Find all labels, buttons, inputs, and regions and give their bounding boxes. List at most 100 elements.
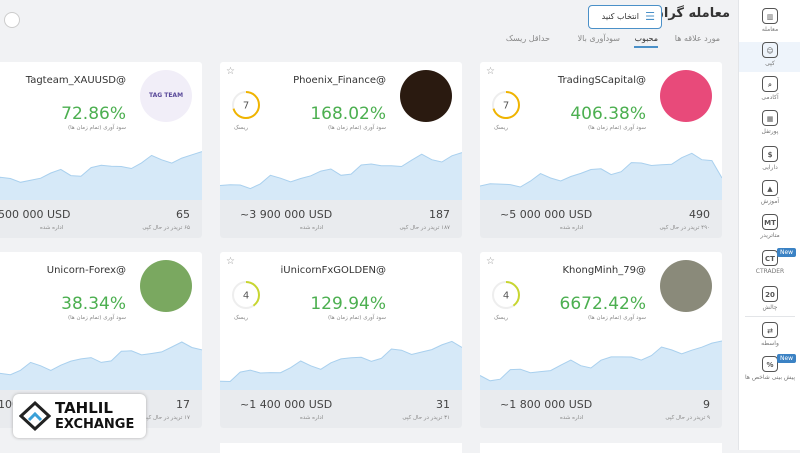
equity-line — [480, 340, 722, 382]
equity-area — [220, 152, 462, 200]
sidebar: ▥ معامله ☺ کپی ⌕ آکادمی ▦ پورتفل $ دارایی ▲ آموزش MT… — [738, 0, 800, 450]
sidebar-icon: MT — [762, 214, 778, 230]
sidebar-label: واسطه — [761, 340, 779, 347]
risk-ring — [232, 91, 260, 119]
return-value: 406.38% — [570, 104, 646, 124]
sidebar-item[interactable]: MT متاتریدر — [739, 214, 800, 239]
copiers-count: 9 — [703, 398, 710, 411]
risk-value: 4 — [503, 291, 509, 302]
sidebar-item[interactable]: ⌕ آکادمی — [739, 76, 800, 101]
return-label: سود آوری (تمام زمان ها) — [327, 315, 386, 321]
sidebar-label: چالش — [762, 304, 778, 311]
card-footer: 31 ۳۱ تریدر در حال کپی ~1 400 000 USD اداره… — [220, 390, 462, 428]
risk-ring — [492, 91, 520, 119]
managed-label: اداره شده — [560, 415, 584, 421]
equity-chart — [0, 151, 202, 200]
managed-label: اداره شده — [300, 225, 324, 231]
risk-ring — [232, 281, 260, 309]
sidebar-item[interactable]: ⇄ واسطه — [739, 322, 800, 347]
equity-chart — [0, 341, 202, 390]
avatar: TAG TEAM — [140, 70, 192, 122]
avatar — [400, 70, 452, 122]
watermark-logo — [19, 400, 51, 432]
copiers-count: 31 — [436, 398, 450, 411]
risk-gauge: 7 — [232, 91, 260, 119]
tab[interactable]: محبوب — [634, 34, 658, 48]
risk-value: 4 — [243, 291, 249, 302]
card-footer: 65 ۶۵ تریدر در حال کپی 500 000 USD اداره شد… — [0, 200, 202, 238]
return-label: سود آوری (تمام زمان ها) — [587, 315, 646, 321]
sidebar-item[interactable]: ▦ پورتفل — [739, 110, 800, 135]
tab-bar: مورد علاقه ها محبوب سودآوری بالا حداقل ریسک — [480, 34, 720, 52]
equity-chart — [220, 340, 462, 390]
copiers-label: ۴۹۰ تریدر در حال کپی — [659, 225, 710, 231]
favorite-star[interactable]: ☆ — [486, 256, 495, 267]
return-label: سود آوری (تمام زمان ها) — [587, 125, 646, 131]
filter-button[interactable]: ☰ انتخاب کنید — [588, 5, 662, 29]
sidebar-icon: $ — [762, 146, 778, 162]
equity-line — [220, 340, 462, 383]
risk-label: ریسک — [234, 315, 249, 321]
risk-value: 7 — [503, 101, 509, 112]
risk-gauge: 4 — [492, 281, 520, 309]
equity-area — [480, 341, 722, 390]
sidebar-label: پورتفل — [761, 128, 779, 135]
sidebar-icon: ⌕ — [762, 76, 778, 92]
copiers-label: ۱۸۷ تریدر در حال کپی — [399, 225, 450, 231]
card-footer: 187 ۱۸۷ تریدر در حال کپی ~3 900 000 USD ادا… — [220, 200, 462, 238]
trader-name: Tagteam_XAUUSD@ — [25, 75, 126, 86]
favorite-star[interactable]: ☆ — [226, 66, 235, 77]
trader-card[interactable]: ☆ Phoenix_Finance@ 168.02% سود آوری (تمام ز… — [220, 62, 462, 238]
managed-amount: ~1 800 000 USD — [500, 398, 593, 411]
sidebar-item[interactable]: % پیش بینی شاخص ها New — [739, 354, 800, 381]
risk-value: 7 — [243, 101, 249, 112]
equity-line — [0, 341, 202, 376]
new-badge: New — [777, 354, 797, 363]
equity-line — [0, 151, 202, 183]
trader-name: TradingSCapital@ — [557, 75, 646, 86]
copiers-label: ۱۷ تریدر در حال کپی — [142, 415, 190, 421]
tab[interactable]: سودآوری بالا — [577, 34, 620, 43]
sidebar-item[interactable]: ▥ معامله — [739, 8, 800, 33]
trader-card[interactable]: ☆ KhongMinh_79@ 6672.42% سود آوری (تمام زما… — [480, 252, 722, 428]
return-value: 6672.42% — [559, 294, 646, 314]
tab[interactable]: حداقل ریسک — [505, 34, 550, 43]
favorite-star[interactable]: ☆ — [226, 256, 235, 267]
sidebar-divider — [745, 316, 795, 317]
sidebar-icon: % — [762, 356, 778, 372]
copiers-label: ۳۱ تریدر در حال کپی — [402, 415, 450, 421]
return-value: 168.02% — [310, 104, 386, 124]
managed-label: اداره شده — [560, 225, 584, 231]
new-badge: New — [777, 248, 797, 257]
return-value: 72.86% — [61, 104, 126, 124]
avatar — [660, 70, 712, 122]
equity-area — [0, 342, 202, 390]
sidebar-icon: 20 — [762, 286, 778, 302]
copiers-label: ۶۵ تریدر در حال کپی — [142, 225, 190, 231]
settings-icon[interactable] — [4, 12, 20, 28]
return-label: سود آوری (تمام زمان ها) — [67, 125, 126, 131]
trader-name: iUnicornFxGOLDEN@ — [280, 265, 386, 276]
managed-amount: ~5 000 000 USD — [500, 208, 593, 221]
sidebar-item[interactable]: ☺ کپی — [739, 42, 800, 72]
sidebar-item[interactable]: $ دارایی — [739, 146, 800, 171]
copiers-count: 187 — [429, 208, 450, 221]
sidebar-item[interactable]: 20 چالش — [739, 286, 800, 311]
favorite-star[interactable]: ☆ — [486, 66, 495, 77]
filter-icon: ☰ — [645, 10, 655, 23]
managed-amount: 500 000 USD — [0, 208, 71, 221]
equity-area — [0, 151, 202, 200]
trader-card[interactable]: ☆ iUnicornFxGOLDEN@ 129.94% سود آوری (تمام … — [220, 252, 462, 428]
equity-line — [220, 152, 462, 190]
equity-area — [480, 153, 722, 200]
trader-card[interactable]: ☆Unicorn-Forex@38.34%سود آوری (تمام زمان… — [0, 252, 202, 428]
sidebar-label: آکادمی — [761, 94, 779, 101]
trader-card[interactable]: ☆ TradingSCapital@ 406.38% سود آوری (تمام ز… — [480, 62, 722, 238]
sidebar-item[interactable]: CT CTRADER New — [739, 248, 800, 275]
tab[interactable]: مورد علاقه ها — [674, 34, 720, 43]
sidebar-label: CTRADER — [755, 268, 785, 275]
sidebar-item[interactable]: ▲ آموزش — [739, 180, 800, 205]
managed-label: اداره شده — [40, 225, 64, 231]
